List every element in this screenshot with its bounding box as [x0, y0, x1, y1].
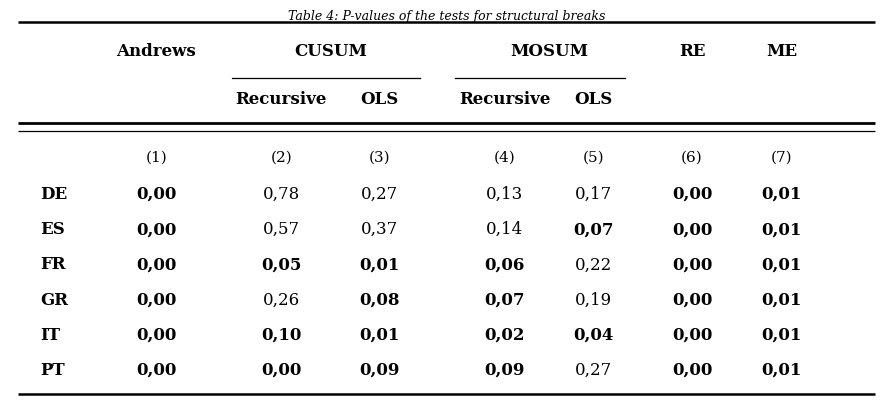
Text: 0,00: 0,00 [136, 221, 177, 238]
Text: 0,00: 0,00 [136, 361, 177, 378]
Text: FR: FR [40, 256, 66, 273]
Text: 0,06: 0,06 [484, 256, 525, 273]
Text: 0,01: 0,01 [761, 221, 802, 238]
Text: RE: RE [679, 43, 705, 60]
Text: (5): (5) [583, 150, 605, 164]
Text: (6): (6) [681, 150, 703, 164]
Text: 0,27: 0,27 [361, 185, 398, 203]
Text: 0,09: 0,09 [359, 361, 400, 378]
Text: 0,14: 0,14 [486, 221, 523, 238]
Text: 0,19: 0,19 [575, 291, 613, 308]
Text: 0,01: 0,01 [761, 361, 802, 378]
Text: Recursive: Recursive [236, 90, 327, 108]
Text: 0,00: 0,00 [672, 291, 713, 308]
Text: (2): (2) [271, 150, 292, 164]
Text: (4): (4) [494, 150, 515, 164]
Text: 0,13: 0,13 [486, 185, 523, 203]
Text: 0,07: 0,07 [573, 221, 614, 238]
Text: 0,01: 0,01 [359, 256, 400, 273]
Text: 0,01: 0,01 [761, 256, 802, 273]
Text: 0,01: 0,01 [359, 326, 400, 343]
Text: OLS: OLS [575, 90, 613, 108]
Text: DE: DE [40, 185, 68, 203]
Text: 0,00: 0,00 [136, 256, 177, 273]
Text: 0,00: 0,00 [672, 256, 713, 273]
Text: 0,17: 0,17 [575, 185, 613, 203]
Text: 0,08: 0,08 [359, 291, 400, 308]
Text: 0,57: 0,57 [263, 221, 300, 238]
Text: 0,01: 0,01 [761, 326, 802, 343]
Text: GR: GR [40, 291, 68, 308]
Text: 0,00: 0,00 [136, 326, 177, 343]
Text: 0,00: 0,00 [672, 361, 713, 378]
Text: 0,27: 0,27 [575, 361, 613, 378]
Text: Table 4: P-values of the tests for structural breaks: Table 4: P-values of the tests for struc… [288, 10, 605, 23]
Text: 0,00: 0,00 [261, 361, 302, 378]
Text: 0,37: 0,37 [361, 221, 398, 238]
Text: (1): (1) [146, 150, 167, 164]
Text: 0,26: 0,26 [263, 291, 300, 308]
Text: Recursive: Recursive [459, 90, 550, 108]
Text: 0,07: 0,07 [484, 291, 525, 308]
Text: ES: ES [40, 221, 65, 238]
Text: CUSUM: CUSUM [294, 43, 367, 60]
Text: 0,02: 0,02 [484, 326, 525, 343]
Text: 0,78: 0,78 [263, 185, 300, 203]
Text: 0,01: 0,01 [761, 185, 802, 203]
Text: (7): (7) [771, 150, 792, 164]
Text: 0,00: 0,00 [136, 291, 177, 308]
Text: 0,05: 0,05 [261, 256, 302, 273]
Text: 0,00: 0,00 [672, 221, 713, 238]
Text: 0,04: 0,04 [573, 326, 614, 343]
Text: 0,09: 0,09 [484, 361, 525, 378]
Text: PT: PT [40, 361, 65, 378]
Text: ME: ME [766, 43, 797, 60]
Text: 0,01: 0,01 [761, 291, 802, 308]
Text: (3): (3) [369, 150, 390, 164]
Text: 0,00: 0,00 [136, 185, 177, 203]
Text: 0,00: 0,00 [672, 185, 713, 203]
Text: OLS: OLS [361, 90, 398, 108]
Text: 0,22: 0,22 [575, 256, 613, 273]
Text: 0,10: 0,10 [261, 326, 302, 343]
Text: Andrews: Andrews [116, 43, 196, 60]
Text: MOSUM: MOSUM [510, 43, 588, 60]
Text: 0,00: 0,00 [672, 326, 713, 343]
Text: IT: IT [40, 326, 60, 343]
